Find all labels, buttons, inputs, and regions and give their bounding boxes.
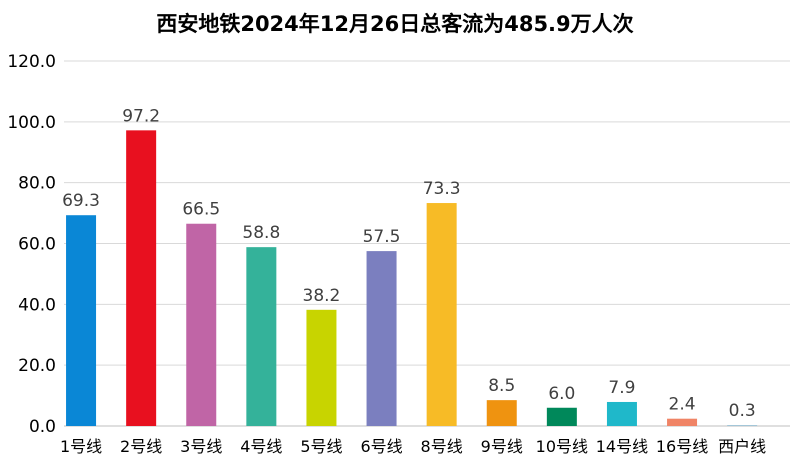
data-label: 69.3	[62, 191, 100, 211]
data-label: 8.5	[488, 376, 515, 396]
x-tick-label: 9号线	[481, 437, 523, 456]
bar	[306, 309, 337, 426]
data-label: 97.2	[122, 106, 160, 126]
x-tick-label: 西户线	[718, 437, 766, 456]
y-tick-label: 20.0	[18, 356, 56, 376]
bar	[667, 418, 698, 426]
data-label: 6.0	[548, 384, 575, 404]
y-tick-label: 100.0	[7, 113, 56, 133]
bar	[66, 215, 97, 426]
x-tick-label: 10号线	[536, 437, 588, 456]
data-label: 38.2	[303, 286, 341, 306]
x-tick-label: 16号线	[656, 437, 708, 456]
data-label: 66.5	[182, 200, 220, 220]
x-tick-label: 14号线	[596, 437, 648, 456]
bar	[486, 400, 517, 426]
bar	[426, 203, 457, 426]
bar	[366, 251, 397, 426]
bars	[66, 130, 758, 426]
data-label: 0.3	[729, 401, 756, 421]
bar	[727, 425, 758, 426]
y-tick-label: 40.0	[18, 295, 56, 315]
y-tick-label: 0.0	[29, 417, 56, 437]
bar	[606, 401, 637, 426]
x-tick-label: 6号线	[360, 437, 402, 456]
bar	[246, 247, 277, 426]
data-label: 2.4	[669, 395, 696, 415]
x-tick-label: 1号线	[60, 437, 102, 456]
bar	[126, 130, 157, 426]
bar	[546, 407, 577, 426]
x-axis-ticks: 1号线 2号线 3号线 4号线 5号线 6号线 8号线 9号线 10号线 14号线 16号线 西户线	[60, 437, 766, 456]
bar	[186, 223, 217, 426]
chart-title: 西安地铁2024年12月26日总客流为485.9万人次	[156, 12, 633, 36]
y-tick-label: 120.0	[7, 52, 56, 72]
y-tick-label: 80.0	[18, 174, 56, 194]
data-label: 73.3	[423, 179, 461, 199]
x-tick-label: 8号线	[421, 437, 463, 456]
x-tick-label: 2号线	[120, 437, 162, 456]
x-tick-label: 3号线	[180, 437, 222, 456]
x-tick-label: 5号线	[300, 437, 342, 456]
data-label: 58.8	[242, 223, 280, 243]
data-label: 7.9	[608, 378, 635, 398]
x-tick-label: 4号线	[240, 437, 282, 456]
data-label: 57.5	[363, 227, 401, 247]
data-labels: 69.3 97.2 66.5 58.8 38.2 57.5 73.3 8.5 6.0 7.9 2.4…	[62, 106, 756, 421]
y-axis-ticks: 0.0 20.0 40.0 60.0 80.0 100.0 120.0	[7, 52, 56, 437]
y-tick-label: 60.0	[18, 235, 56, 255]
